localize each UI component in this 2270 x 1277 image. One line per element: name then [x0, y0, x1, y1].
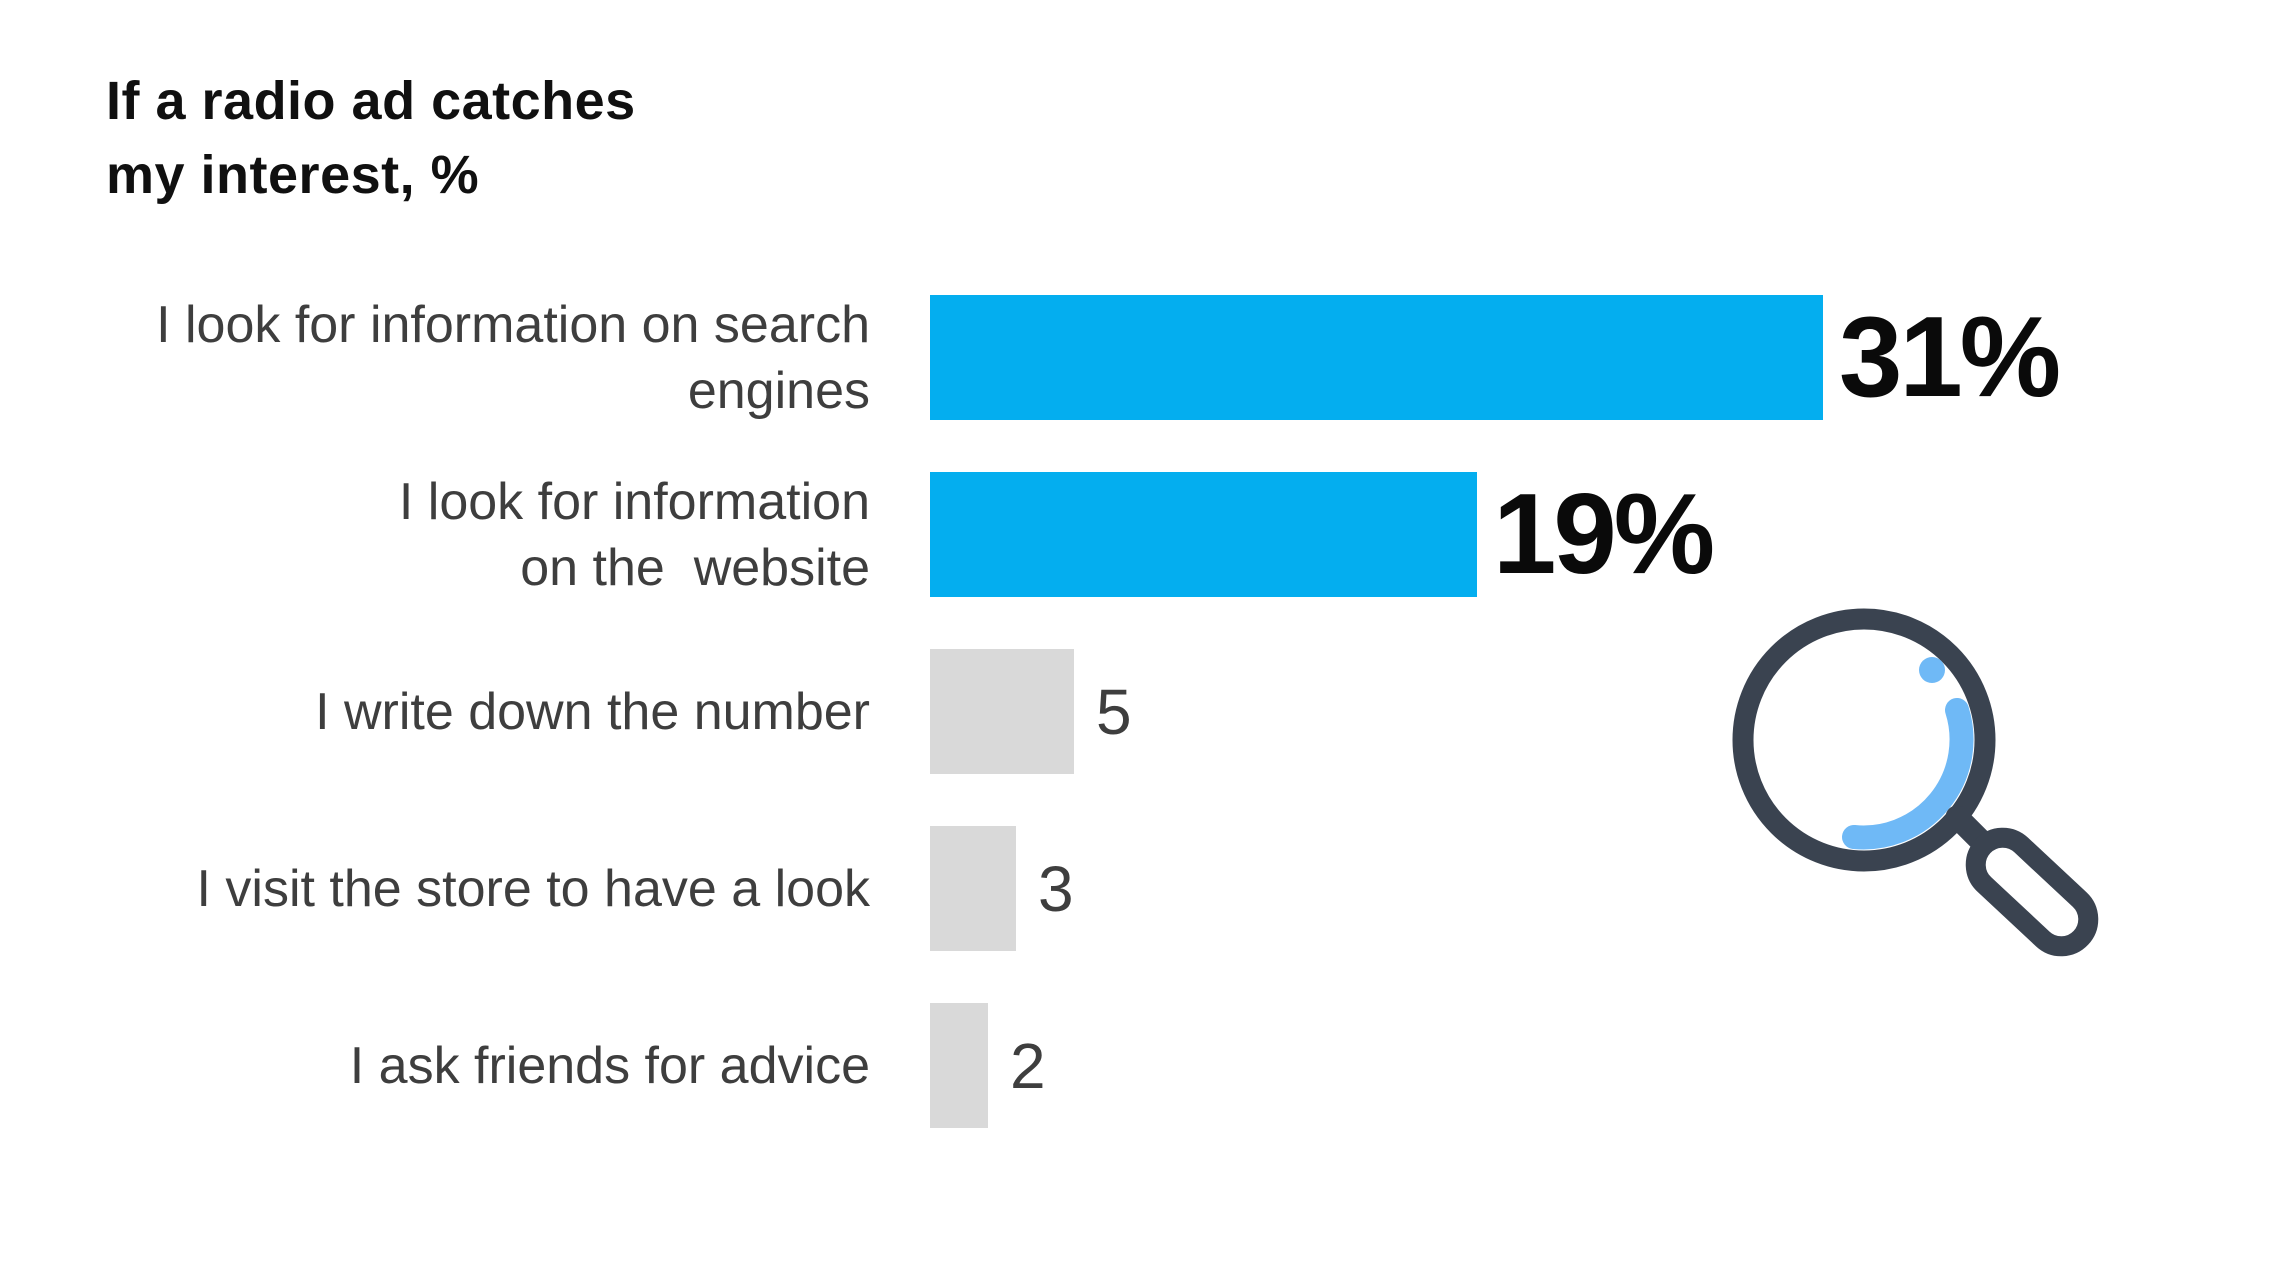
- value-label: 19%: [1493, 471, 1715, 598]
- category-label-text: I write down the number: [315, 682, 870, 741]
- category-label-text: I ask friends for advice: [349, 1036, 870, 1095]
- category-label: I write down the number: [0, 649, 930, 774]
- magnifier-lens-ring: [1732, 608, 1996, 872]
- bar-row-search-engines: I look for information on search engines…: [0, 294, 2270, 421]
- value-label: 3: [1038, 852, 1074, 925]
- chart-title: If a radio ad catches my interest, %: [106, 71, 636, 205]
- category-label: I look for information on search engines: [0, 295, 930, 420]
- category-label-text: I visit the store to have a look: [196, 859, 870, 918]
- bar-row-visit-store: I visit the store to have a look 3: [0, 826, 2270, 951]
- category-label-text: I look for information on search engines: [156, 295, 870, 420]
- magnifier-reflection-arc: [1842, 698, 1974, 850]
- magnifier-handle: [1965, 827, 2099, 957]
- magnifier-icon: [1732, 608, 2099, 957]
- category-label: I look for information on the website: [0, 472, 930, 597]
- category-label: I visit the store to have a look: [0, 826, 930, 951]
- bar: [930, 472, 1477, 597]
- bar: [930, 295, 1823, 420]
- category-label-text: I look for information on the website: [398, 472, 870, 597]
- bar: [930, 826, 1016, 951]
- value-label: 5: [1096, 675, 1132, 748]
- magnifier-reflection-dot: [1919, 657, 1945, 683]
- bar: [930, 1003, 988, 1128]
- category-label: I ask friends for advice: [0, 1003, 930, 1128]
- value-label: 31%: [1839, 294, 2061, 421]
- bar-row-website: I look for information on the website 19…: [0, 471, 2270, 598]
- value-label: 2: [1010, 1029, 1046, 1102]
- bar-row-ask-friends: I ask friends for advice 2: [0, 1003, 2270, 1128]
- bar-row-write-number: I write down the number 5: [0, 649, 2270, 774]
- bar: [930, 649, 1074, 774]
